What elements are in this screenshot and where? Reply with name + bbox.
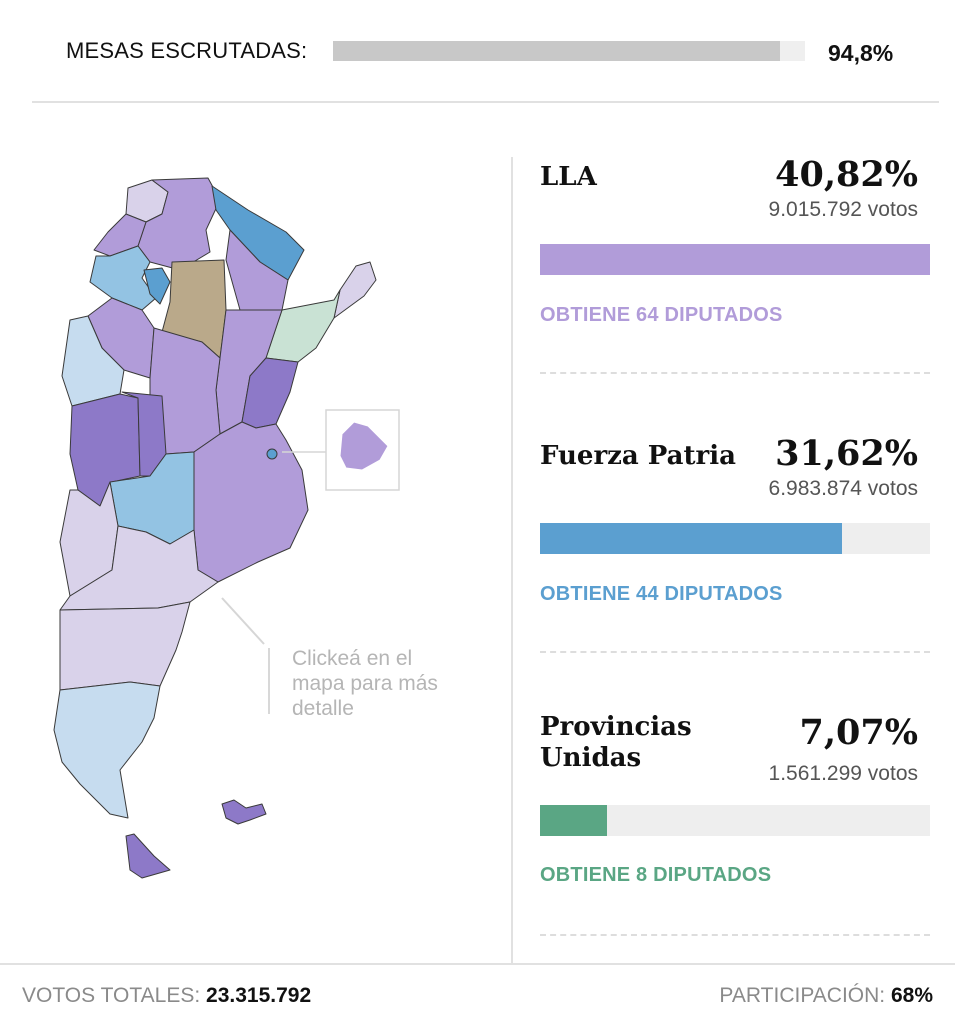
party-bar-fill: [540, 523, 843, 554]
participation: PARTICIPACIÓN: 68%: [719, 984, 933, 1008]
party-votes: 9.015.792 votos: [768, 198, 918, 221]
total-votes: VOTOS TOTALES: 23.315.792: [22, 984, 311, 1008]
top-divider: [32, 101, 939, 103]
party-bar-track: [540, 805, 930, 836]
islas-malvinas[interactable]: [221, 799, 267, 825]
party-card-lla: LLA 40,82% 9.015.792 votos OBTIENE 64 DI…: [540, 154, 930, 382]
province-rio-negro[interactable]: [59, 525, 219, 611]
party-name: Fuerza Patria: [540, 441, 736, 471]
caba-inset-box[interactable]: [325, 409, 400, 491]
province-map-svg[interactable]: [50, 170, 420, 890]
party-percentage: 31,62%: [775, 433, 918, 474]
vertical-divider: [511, 157, 513, 965]
party-seats: OBTIENE 44 DIPUTADOS: [540, 583, 783, 605]
mesas-progress-fill: [333, 41, 781, 61]
hint-vertical-line: [268, 648, 270, 714]
party-bar-fill: [540, 244, 930, 275]
party-percentage: 7,07%: [799, 712, 918, 753]
party-separator: [540, 934, 930, 936]
map-hint-text: Clickeá en el mapa para más detalle: [292, 647, 438, 720]
province-tucuman[interactable]: [143, 267, 171, 305]
mesas-value: 94,8%: [828, 40, 894, 66]
party-card-provincias-unidas: Provincias Unidas 7,07% 1.561.299 votos …: [540, 712, 930, 938]
party-name: LLA: [540, 162, 597, 192]
bottom-divider: [0, 963, 955, 965]
province-chubut[interactable]: [59, 601, 191, 691]
province-buenos-aires[interactable]: [193, 421, 309, 583]
province-santa-cruz[interactable]: [53, 681, 161, 819]
party-separator: [540, 372, 930, 374]
province-san-juan[interactable]: [61, 315, 125, 407]
province-tierra-del-fuego[interactable]: [125, 833, 171, 879]
participation-value: 68%: [890, 984, 933, 1007]
province-caba-dot[interactable]: [266, 448, 278, 460]
party-name: Provincias Unidas: [540, 712, 692, 773]
party-seats: OBTIENE 64 DIPUTADOS: [540, 304, 783, 326]
caba-inset-shape[interactable]: [339, 421, 389, 471]
party-votes: 1.561.299 votos: [768, 762, 918, 785]
mesas-label: MESAS ESCRUTADAS:: [66, 38, 308, 63]
party-percentage: 40,82%: [775, 154, 918, 195]
party-bar-track: [540, 244, 930, 275]
party-card-fuerza-patria: Fuerza Patria 31,62% 6.983.874 votos OBT…: [540, 433, 930, 661]
mesas-escrutadas-bar: MESAS ESCRUTADAS: 94,8%: [0, 0, 955, 103]
hint-pointer-line: [221, 597, 265, 645]
party-votes: 6.983.874 votos: [768, 477, 918, 500]
total-votes-label: VOTOS TOTALES:: [22, 984, 201, 1007]
total-votes-value: 23.315.792: [206, 984, 312, 1007]
party-bar-track: [540, 523, 930, 554]
participation-label: PARTICIPACIÓN:: [719, 984, 886, 1007]
party-seats: OBTIENE 8 DIPUTADOS: [540, 864, 772, 886]
mesas-progress-track: [333, 41, 805, 61]
argentina-map[interactable]: Clickeá en el mapa para más detalle: [50, 170, 438, 890]
party-bar-fill: [540, 805, 608, 836]
party-separator: [540, 651, 930, 653]
